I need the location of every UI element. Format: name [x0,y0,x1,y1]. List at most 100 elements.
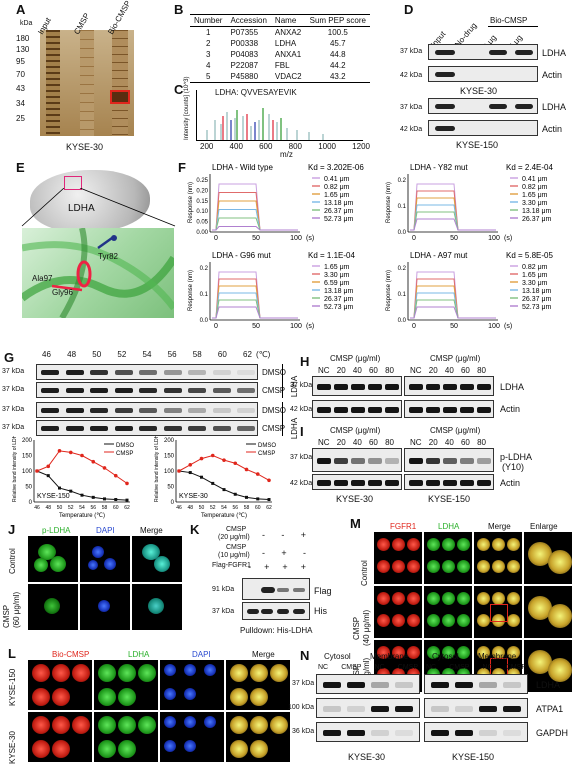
sign: - [262,530,265,540]
band [237,408,255,413]
band [293,588,305,592]
band [385,383,399,390]
cell [250,664,268,682]
legend-label: 13.18 μm [522,208,551,215]
x-tick: 50 [450,235,458,242]
x-label: Temperature (℃) [59,513,105,519]
x-tick: 52 [210,505,216,511]
cell [377,560,390,573]
band [237,426,255,431]
cetsa-curves: 200 150 100 50 0 46 48 50 52 54 56 58 60 62 Temperatur… [0,422,290,520]
x-tick: 100 [290,235,302,242]
cell: P45880 [230,72,259,81]
cell [164,664,176,676]
n-blot [316,722,420,742]
data-point [57,449,62,453]
cell [407,646,420,659]
l-image [94,660,158,710]
col-header: Accession [230,16,267,25]
h-lanes-right: NC 20 40 60 80 [410,366,486,375]
subplot-title: LDHA - A97 mut [410,251,468,260]
band [489,50,507,55]
y-tick: 0.20 [196,188,208,194]
data-point [233,461,238,466]
m-image [474,586,522,638]
data-point [46,464,51,469]
cell [164,688,176,700]
cell [392,592,405,605]
temp: 52 [117,350,127,359]
band [431,730,449,736]
y-tick: 0.15 [196,199,208,205]
cell [138,716,156,734]
data-point [267,478,271,483]
cell [184,688,196,700]
legend-label: 0.82 μm [324,184,350,191]
x-tick: 54 [79,505,85,511]
m-col: LDHA [438,522,460,531]
l-col: DAPI [192,650,211,659]
d-protein: LDHA [542,102,567,112]
lane: 20 [336,366,346,375]
temp: 54 [142,350,152,359]
kda: 37 kDa [400,104,423,111]
subplot-title: LDHA - Wild type [212,163,273,172]
h-blot-ldha-b [404,376,494,396]
panel-label-e: E [16,160,25,175]
h-blot-actin-b [404,400,494,418]
i-lanes-right: NC 20 40 60 80 [410,438,486,447]
highlight-box [110,90,130,104]
cell [442,560,455,573]
y-tick: 0 [29,500,33,506]
band [443,479,457,486]
j-img-pldha-cmsp [28,584,78,630]
kda: 37 kDa [2,386,25,393]
band [455,682,473,688]
band [139,388,157,393]
band [334,457,348,464]
band [368,406,382,413]
cell [442,646,455,659]
response-curve [212,299,298,319]
cell [407,614,420,627]
band [90,408,108,413]
band [368,457,382,464]
y-tick: 0.0 [398,318,407,324]
band [515,104,533,109]
marker: 180 [16,34,30,43]
table-row: 5 P45880 VDAC2 43.2 [190,71,370,83]
response-curve [410,278,496,319]
cell [492,614,505,627]
band [385,406,399,413]
x-tick: 60 [113,505,119,511]
data-point [102,466,107,470]
i-header: CMSP (μg/ml) [330,426,381,435]
binding-site-view: Tyr82 Ala97 Gly96 [22,228,174,318]
kd-value: Kd = 2.4E-04 [506,163,553,172]
cell [442,538,455,551]
cell [32,740,50,758]
cell [457,592,470,605]
n-group: Membrane [478,652,517,661]
cell [52,688,70,706]
lane: 80 [385,438,394,447]
band [212,426,231,431]
cell: 5 [206,72,211,81]
response-curve [410,197,496,231]
table-row: 1 P07355 ANXA2 100.5 [190,27,370,39]
kda: 36 kDa [292,728,315,735]
kda: 42 kDa [290,480,313,487]
cell [230,716,248,734]
response-curve [410,285,496,319]
kd-value: Kd = 1.1E-04 [308,251,355,260]
n-blot [424,674,528,694]
band [139,408,157,413]
sign: - [281,530,285,540]
data-point [91,459,96,464]
cell [427,592,440,605]
k-signs-2: - + - [262,548,306,558]
k-cond: (10 μg/ml) [218,552,250,559]
spectrum-title: LDHA: QVVESAYEVIK [215,88,297,97]
ribbon-structure [22,228,174,318]
